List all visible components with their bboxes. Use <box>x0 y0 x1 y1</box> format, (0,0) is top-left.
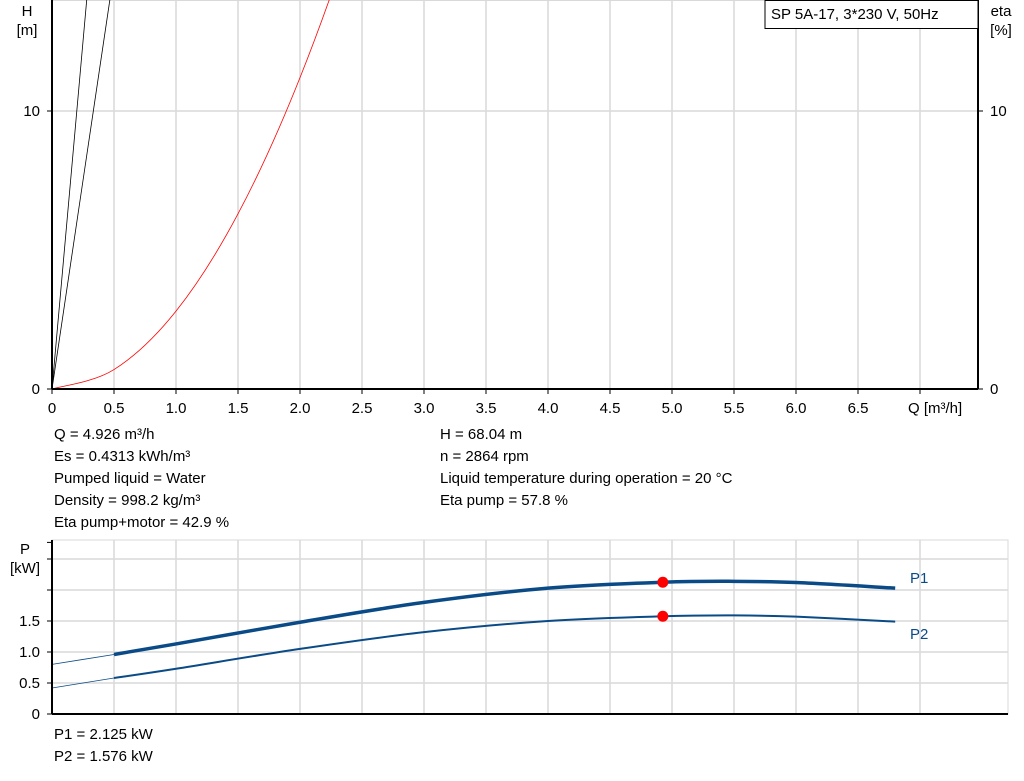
p1-curve <box>113 579 896 657</box>
p-tick-label: 0 <box>32 706 40 723</box>
y2-label-eta: eta <box>991 3 1013 20</box>
x-tick-label: 2.5 <box>352 400 373 417</box>
top-curves <box>51 0 330 390</box>
x-tick-label: 4.0 <box>538 400 559 417</box>
bottom-curves <box>51 576 896 689</box>
info-q: Q = 4.926 m³/h <box>54 426 155 443</box>
x-tick-label: 6.5 <box>848 400 869 417</box>
x-tick-label: 4.5 <box>600 400 621 417</box>
info-es: Es = 0.4313 kWh/m³ <box>54 448 191 465</box>
y-label-h-unit: [m] <box>17 22 38 39</box>
eta-pump-curve-extension <box>51 0 88 390</box>
info-temperature: Liquid temperature during operation = 20… <box>440 470 733 487</box>
x-tick-label: 5.0 <box>662 400 683 417</box>
y2-label-eta-unit: [%] <box>990 22 1012 39</box>
legend-p2: P2 <box>910 626 928 643</box>
p-tick-label: 1.5 <box>19 613 40 630</box>
info-n: n = 2864 rpm <box>440 448 529 465</box>
info-p1: P1 = 2.125 kW <box>54 726 153 743</box>
tick-labels: 0 0.5 1.0 1.5 2.0 2.5 3.0 3.5 4.0 4.5 5.0 5.5 6.0 6.5… <box>19 103 1007 723</box>
info-power: P1 = 2.125 kW P2 = 1.576 kW <box>54 724 153 768</box>
axes <box>47 0 1008 715</box>
y-tick-label: 0 <box>32 381 40 398</box>
y-tick-label: 10 <box>23 103 40 120</box>
legend-p1: P1 <box>910 570 928 587</box>
plot-border <box>51 539 1009 715</box>
p-tick-label: 0.5 <box>19 675 40 692</box>
x-tick-label: 3.0 <box>414 400 435 417</box>
top-grid <box>52 0 978 389</box>
p-tick-label: 1.0 <box>19 644 40 661</box>
x-tick-label: 6.0 <box>786 400 807 417</box>
y-label-h: H <box>22 3 33 20</box>
y2-tick-label: 0 <box>990 381 998 398</box>
x-tick-label: 0.5 <box>104 400 125 417</box>
x-tick-label: 3.5 <box>476 400 497 417</box>
p2-curve <box>113 614 896 680</box>
info-eta-pump: Eta pump = 57.8 % <box>440 492 568 509</box>
p2-duty-marker <box>657 610 669 622</box>
x-tick-label: 0 <box>48 400 56 417</box>
info-p2: P2 = 1.576 kW <box>54 748 153 765</box>
x-tick-label: 2.0 <box>290 400 311 417</box>
info-liquid: Pumped liquid = Water <box>54 470 206 487</box>
chart-title-box <box>764 0 979 29</box>
y2-tick-label: 10 <box>990 103 1007 120</box>
info-left: Q = 4.926 m³/h Es = 0.4313 kWh/m³ Pumped… <box>54 424 229 534</box>
info-density: Density = 998.2 kg/m³ <box>54 492 201 509</box>
info-eta-pump-motor: Eta pump+motor = 42.9 % <box>54 514 230 531</box>
x-tick-label: 1.5 <box>228 400 249 417</box>
bottom-grid <box>51 539 1009 715</box>
p1-duty-marker <box>657 576 669 588</box>
p1-curve-extension <box>51 654 115 665</box>
eta-pump-motor-curve-extension <box>51 0 111 390</box>
y-label-p: P <box>20 541 30 558</box>
chart-title: SP 5A-17, 3*230 V, 50Hz <box>771 6 939 23</box>
p2-curve-extension <box>51 677 115 689</box>
x-axis-label: Q [m³/h] <box>908 400 962 417</box>
x-tick-label: 5.5 <box>724 400 745 417</box>
y-label-p-unit: [kW] <box>10 560 40 577</box>
x-tick-label: 1.0 <box>166 400 187 417</box>
info-h: H = 68.04 m <box>440 426 523 443</box>
info-right: H = 68.04 m n = 2864 rpm Liquid temperat… <box>440 424 732 512</box>
system-curve <box>51 0 330 390</box>
